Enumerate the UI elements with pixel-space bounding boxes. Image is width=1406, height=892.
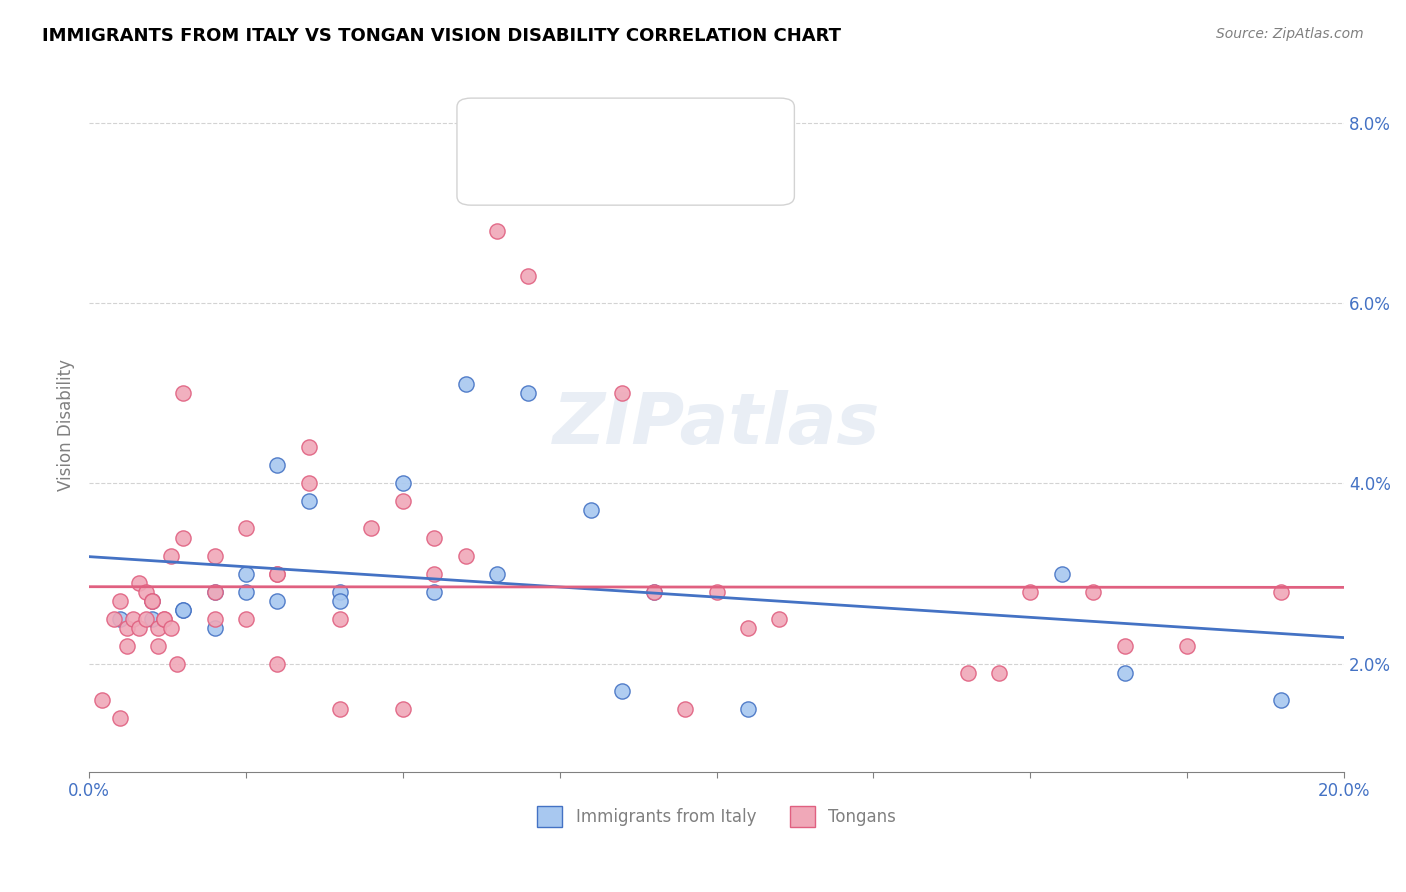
Point <box>643 584 665 599</box>
Point <box>768 612 790 626</box>
Point <box>1019 584 1042 599</box>
Point <box>159 621 181 635</box>
Legend: Immigrants from Italy, Tongans: Immigrants from Italy, Tongans <box>530 799 903 833</box>
Point <box>115 639 138 653</box>
Point <box>204 612 226 626</box>
Point <box>235 521 257 535</box>
Point <box>298 494 321 508</box>
Point <box>235 566 257 581</box>
Point <box>90 693 112 707</box>
Point <box>673 702 696 716</box>
Point <box>423 566 446 581</box>
Y-axis label: Vision Disability: Vision Disability <box>58 359 75 491</box>
Point <box>298 440 321 454</box>
Point <box>392 494 415 508</box>
Point <box>485 224 508 238</box>
Point <box>235 612 257 626</box>
Point <box>517 386 540 401</box>
Point <box>115 621 138 635</box>
Point <box>1114 639 1136 653</box>
Point <box>204 549 226 563</box>
Point <box>110 612 132 626</box>
Point <box>153 612 176 626</box>
Point <box>172 531 194 545</box>
Point <box>1270 693 1292 707</box>
Point <box>1114 665 1136 680</box>
Point <box>110 593 132 607</box>
Point <box>204 584 226 599</box>
Point <box>517 268 540 283</box>
Point <box>146 621 169 635</box>
Point <box>172 602 194 616</box>
Point <box>485 566 508 581</box>
Point <box>122 612 145 626</box>
Point <box>706 584 728 599</box>
Text: R = 0.092: R = 0.092 <box>520 156 612 174</box>
Point <box>1050 566 1073 581</box>
Point <box>135 584 157 599</box>
Text: N = 55: N = 55 <box>626 156 688 174</box>
Point <box>135 612 157 626</box>
Point <box>392 476 415 491</box>
Point <box>988 665 1011 680</box>
Point <box>204 584 226 599</box>
Point <box>266 657 288 671</box>
Point <box>128 575 150 590</box>
Point <box>1175 639 1198 653</box>
Point <box>329 702 352 716</box>
Point <box>956 665 979 680</box>
Point <box>141 593 163 607</box>
Point <box>579 503 602 517</box>
Point <box>141 593 163 607</box>
Point <box>172 602 194 616</box>
Point <box>329 612 352 626</box>
Point <box>128 621 150 635</box>
Point <box>612 386 634 401</box>
Point <box>266 593 288 607</box>
Point <box>166 657 188 671</box>
Point <box>146 639 169 653</box>
Point <box>159 549 181 563</box>
Point <box>329 593 352 607</box>
Text: ZIPatlas: ZIPatlas <box>553 390 880 459</box>
Point <box>141 612 163 626</box>
Point <box>737 702 759 716</box>
Point <box>423 584 446 599</box>
Point <box>485 123 508 137</box>
Point <box>103 612 125 626</box>
Point <box>1270 584 1292 599</box>
Point <box>153 612 176 626</box>
Point <box>454 377 477 392</box>
Point <box>454 549 477 563</box>
Text: IMMIGRANTS FROM ITALY VS TONGAN VISION DISABILITY CORRELATION CHART: IMMIGRANTS FROM ITALY VS TONGAN VISION D… <box>42 27 841 45</box>
Point <box>485 159 508 173</box>
Point <box>612 684 634 698</box>
Text: R = 0.047: R = 0.047 <box>520 120 612 138</box>
Text: N = 26: N = 26 <box>626 120 688 138</box>
Point <box>1081 584 1104 599</box>
Point <box>172 386 194 401</box>
Point <box>110 711 132 725</box>
Point <box>737 621 759 635</box>
Point <box>266 566 288 581</box>
Point <box>235 584 257 599</box>
Point <box>298 476 321 491</box>
Point <box>329 584 352 599</box>
Point <box>392 702 415 716</box>
Point <box>141 593 163 607</box>
Text: Source: ZipAtlas.com: Source: ZipAtlas.com <box>1216 27 1364 41</box>
Point <box>423 531 446 545</box>
Point <box>266 458 288 473</box>
Point <box>643 584 665 599</box>
Point <box>204 621 226 635</box>
Point <box>360 521 382 535</box>
Point <box>266 566 288 581</box>
